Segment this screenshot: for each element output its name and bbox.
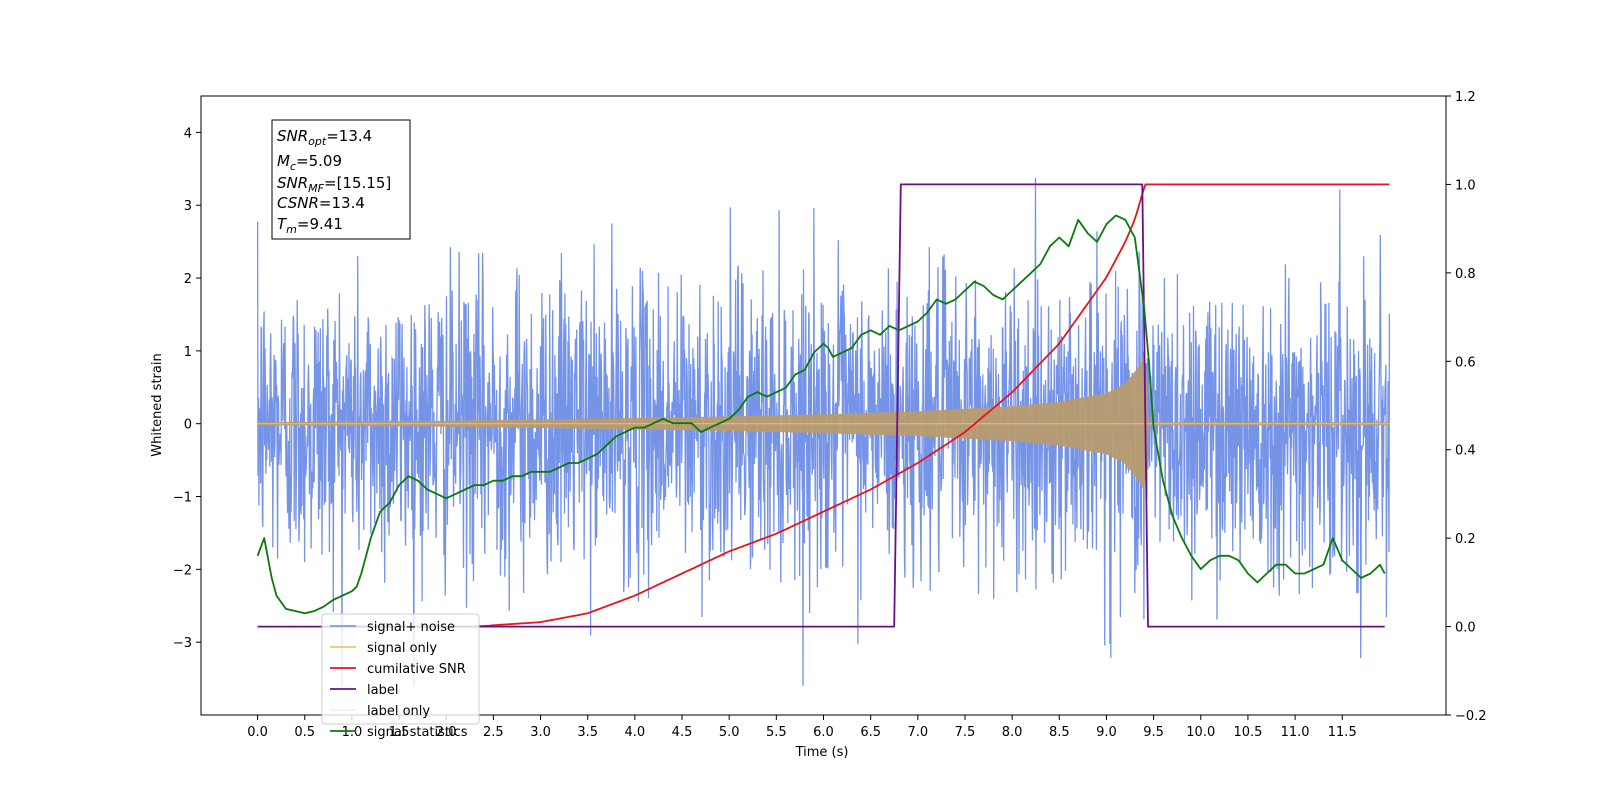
signal-only-series [257, 358, 1390, 490]
right-axis-series [256, 183, 1390, 628]
stats-tm: Tm=9.41 [277, 215, 343, 236]
y2-tick-label: 1.2 [1455, 90, 1476, 105]
x-tick-label: 8.0 [1002, 725, 1023, 740]
y2-tick-label: 0.0 [1455, 621, 1476, 636]
x-tick-label: 9.5 [1143, 725, 1164, 740]
x-tick-label: 0.0 [247, 725, 268, 740]
stats-snr-mf: SNRMF=[15.15] [277, 174, 391, 195]
y-tick-label: 4 [184, 126, 192, 141]
cumilative-snr-line [474, 183, 1390, 628]
signal-noise-series [256, 177, 1391, 686]
x-tick-label: 4.0 [625, 725, 646, 740]
signal-statistics-line [256, 214, 1386, 615]
x-tick-label: 11.0 [1281, 725, 1310, 740]
label-line [257, 183, 1385, 628]
x-tick-label: 4.5 [672, 725, 693, 740]
x-tick-label: 8.5 [1049, 725, 1070, 740]
y-axis-left: −3 −2 −1 0 1 2 3 4 [173, 126, 201, 651]
x-tick-label: 6.0 [813, 725, 834, 740]
y-tick-label: 0 [184, 418, 192, 433]
x-tick-label: 2.5 [483, 725, 504, 740]
x-tick-label: 9.0 [1096, 725, 1117, 740]
x-tick-label: 0.5 [294, 725, 315, 740]
y-tick-label: −1 [173, 491, 192, 506]
legend-entry: signal only [367, 641, 437, 656]
stats-snr-opt: SNRopt=13.4 [277, 127, 372, 148]
y-tick-label: 1 [184, 345, 192, 360]
stats-mc: Mc=5.09 [277, 152, 342, 173]
x-tick-label: 2.0 [436, 725, 457, 740]
y2-tick-label: 1.0 [1455, 178, 1476, 193]
legend-entry: signal statistics [367, 725, 468, 740]
x-tick-label: 3.5 [577, 725, 598, 740]
y-tick-label: −2 [173, 563, 192, 578]
signal-noise-line [256, 177, 1391, 686]
x-tick-label: 6.5 [860, 725, 881, 740]
legend-entry: label only [367, 704, 430, 719]
y-tick-label: 2 [184, 272, 192, 287]
x-tick-label: 5.0 [719, 725, 740, 740]
y-tick-label: −3 [173, 636, 192, 651]
legend-entry: label [367, 683, 398, 698]
x-tick-label: 1.0 [342, 725, 363, 740]
x-tick-label: 10.5 [1233, 725, 1262, 740]
stats-csnr: CSNR=13.4 [277, 194, 365, 212]
x-tick-label: 7.0 [907, 725, 928, 740]
x-tick-label: 5.5 [766, 725, 787, 740]
stats-box: SNRopt=13.4 Mc=5.09 SNRMF=[15.15] CSNR=1… [271, 119, 411, 240]
x-axis-label: Time (s) [795, 745, 849, 760]
x-tick-label: 11.5 [1328, 725, 1357, 740]
y2-tick-label: 0.4 [1455, 444, 1476, 459]
y2-tick-label: 0.6 [1455, 355, 1476, 370]
x-tick-label: 7.5 [955, 725, 976, 740]
x-tick-label: 1.5 [389, 725, 410, 740]
x-axis: 0.0 0.5 1.0 1.5 2.0 2.5 3.0 3.5 4.0 4.5 5.0 5.5 6.0 6… [247, 715, 1357, 740]
y2-tick-label: 0.2 [1455, 532, 1476, 547]
legend-entry: signal+ noise [367, 620, 455, 635]
y-axis-label: Whitened strain [150, 353, 165, 456]
legend-box [321, 613, 480, 725]
y-tick-label: 3 [184, 199, 192, 214]
y2-tick-label: −0.2 [1455, 709, 1487, 724]
x-tick-label: 10.0 [1186, 725, 1215, 740]
y-axis-right: −0.2 0.0 0.2 0.4 0.6 0.8 1.0 1.2 [1446, 90, 1487, 724]
y2-tick-label: 0.8 [1455, 267, 1476, 282]
legend: signal+ noise signal only cumilative SNR la… [321, 613, 480, 740]
legend-entry: cumilative SNR [367, 662, 466, 677]
x-tick-label: 3.0 [530, 725, 551, 740]
